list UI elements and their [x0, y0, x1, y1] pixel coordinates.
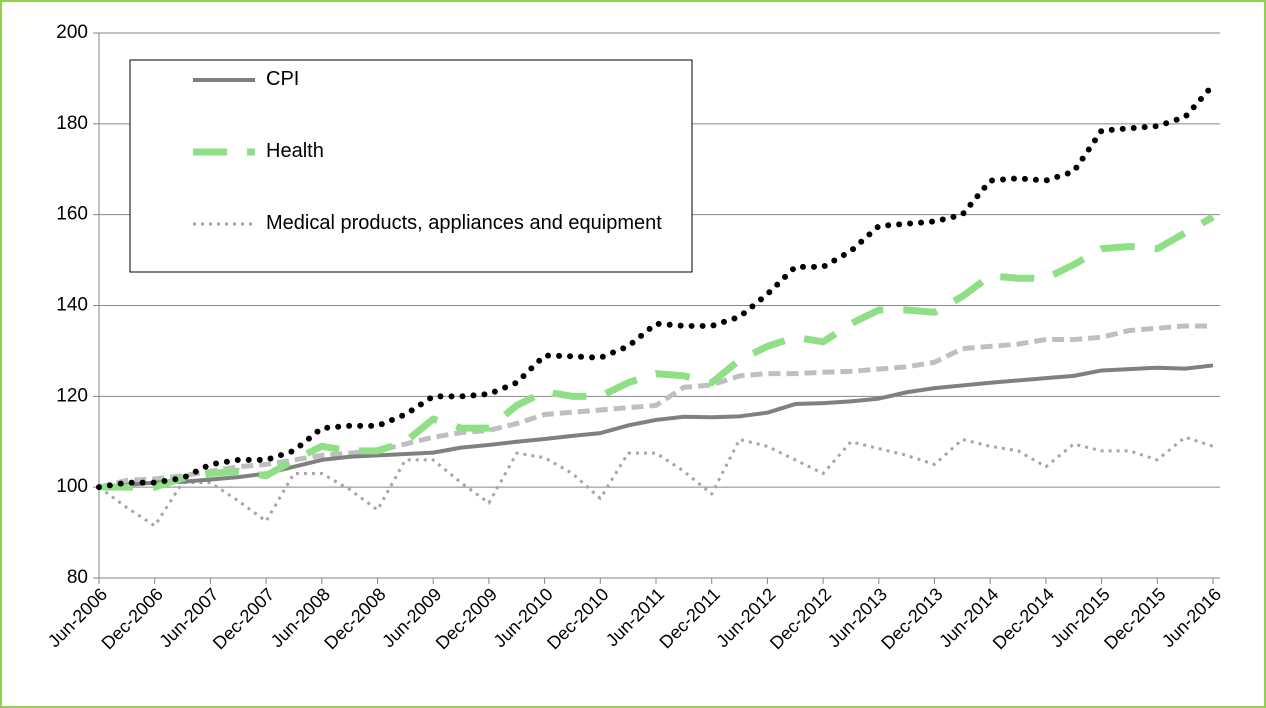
series-line: [96, 82, 1216, 491]
y-tick-label: 200: [56, 22, 88, 43]
legend-box: [129, 59, 693, 273]
y-tick-label: 180: [56, 113, 88, 134]
y-tick-label: 140: [56, 295, 88, 316]
y-tick-label: 120: [56, 385, 88, 406]
series-line: [98, 435, 1214, 528]
legend-entry: Medical products, appliances and equipme…: [266, 212, 662, 234]
legend-entry: Health: [266, 140, 324, 162]
y-tick-label: 100: [56, 476, 88, 497]
legend-label: Medical products, appliances and equipme…: [266, 212, 662, 234]
series-line: [99, 213, 1215, 491]
y-tick-label: 160: [56, 204, 88, 225]
y-tick-label: 80: [67, 567, 88, 588]
legend-label: CPI: [266, 68, 300, 90]
legend-entry: CPI: [266, 68, 300, 90]
legend-label: Health: [266, 140, 324, 162]
